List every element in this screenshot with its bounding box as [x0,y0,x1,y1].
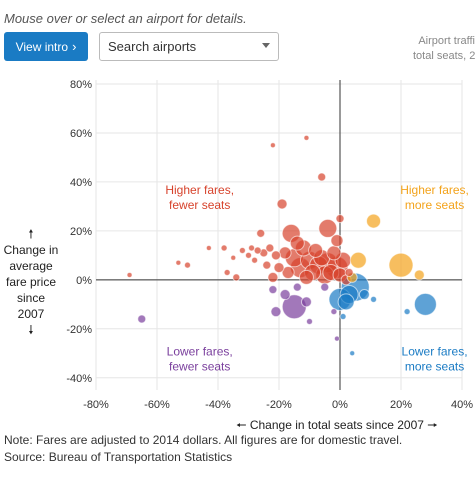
airport-point [414,293,436,315]
quadrant-label: fewer seats [169,198,230,212]
footnote-line-1: Note: Fares are adjusted to 2014 dollars… [4,432,402,449]
arrow-down-icon: 🠗 [0,322,62,338]
quadrant-label: Higher fares, [400,183,469,197]
x-tick-label: 40% [451,399,473,411]
airport-point [359,290,369,300]
airport-point [138,315,146,323]
airport-point [367,214,381,228]
airport-point [340,314,346,320]
y-tick-label: -40% [66,373,92,385]
airport-point [269,286,277,294]
arrow-up-icon: 🠕 [0,226,62,242]
y-tick-label: 40% [70,177,92,189]
x-tick-label: -60% [144,399,170,411]
quadrant-label: Lower fares, [167,345,233,359]
airport-point [246,252,252,258]
airport-point [336,215,344,223]
airport-point [224,269,230,275]
airport-point [263,261,271,269]
airport-point [279,247,291,259]
x-tick-label: 0% [332,399,348,411]
airport-point [270,143,275,148]
y-caption-line-4: since [0,290,62,306]
airport-point [185,262,191,268]
x-tick-label: -80% [83,399,109,411]
airport-point [309,243,323,257]
airport-point [127,272,132,277]
airport-point [345,268,353,276]
airport-point [331,235,343,247]
airport-point [293,283,301,291]
airport-point [252,257,258,263]
quadrant-label: fewer seats [169,360,230,374]
airport-point [350,351,355,356]
airport-point [274,263,284,273]
airport-point [277,199,287,209]
airport-point [334,336,339,341]
y-tick-label: -20% [66,324,92,336]
airport-point [266,244,274,252]
airport-point [249,245,255,251]
y-caption-line-2: average [0,258,62,274]
airport-point [268,272,278,282]
y-caption-line-3: fare price [0,274,62,290]
airport-point [327,246,341,260]
airport-point [304,135,309,140]
airport-point [350,252,366,268]
airport-point [233,274,240,281]
airport-point [319,219,337,237]
airport-point [414,270,424,280]
airport-point [321,283,329,291]
airport-point [176,260,181,265]
y-caption-line-5: 2007 [0,306,62,322]
footnote-line-2: Source: Bureau of Transportation Statist… [4,449,402,466]
airport-point [271,251,280,260]
airport-point [231,255,236,260]
airport-point [318,173,326,181]
airport-point [280,290,290,300]
airport-point [338,294,354,310]
airport-point [404,309,410,315]
airport-point [257,229,265,237]
quadrant-label: Lower fares, [402,345,468,359]
airport-point [254,247,261,254]
y-tick-label: 20% [70,226,92,238]
quadrant-label: more seats [405,360,464,374]
airport-point [290,236,304,250]
x-tick-label: -40% [205,399,231,411]
airport-point [221,245,227,251]
y-tick-label: 80% [70,79,92,91]
airport-point [389,253,413,277]
x-tick-label: 20% [390,399,412,411]
quadrant-label: more seats [405,198,464,212]
airport-point [371,296,377,302]
airport-point [331,309,337,315]
y-axis-caption: 🠕 Change in average fare price since 200… [0,226,62,338]
y-tick-label: 0% [76,275,92,287]
airport-point [271,307,281,317]
airport-point [299,270,313,284]
airport-point [301,297,311,307]
y-tick-label: 60% [70,128,92,140]
airport-point [206,246,211,251]
footnote: Note: Fares are adjusted to 2014 dollars… [4,432,402,466]
x-tick-label: -20% [266,399,292,411]
quadrant-label: Higher fares, [165,183,234,197]
airport-point [307,318,313,324]
y-caption-line-1: Change in [0,242,62,258]
airport-point [239,247,245,253]
